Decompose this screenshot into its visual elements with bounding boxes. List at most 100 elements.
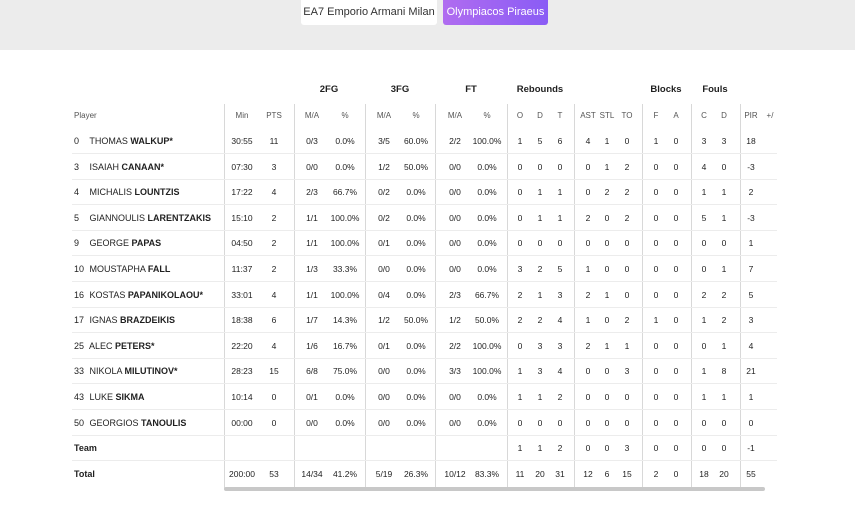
player-name[interactable]: 50 GEORGIOS TANOULIS [74, 411, 186, 436]
stat-cell: 0 [604, 366, 610, 376]
column-header[interactable]: F [653, 111, 659, 120]
column-header[interactable]: PTS [266, 111, 282, 120]
jersey-number: 0 [74, 136, 80, 146]
stat-cell: 20 [535, 469, 545, 479]
table-row: 33 NIKOLA MILUTINOV* 28:23 15 6/8 75.0% 0/0 0.… [72, 359, 777, 384]
column-header[interactable]: AST [580, 111, 596, 120]
stat-cell: 0 [673, 290, 679, 300]
stat-cell: 0.0% [406, 366, 426, 376]
group-header: Blocks [650, 84, 682, 95]
stat-cell: 18:38 [231, 315, 253, 325]
column-header[interactable]: STL [599, 111, 615, 120]
stat-cell: 0 [653, 213, 659, 223]
stat-cell: 0 [653, 290, 659, 300]
player-name[interactable]: 5 GIANNOULIS LARENTZAKIS [74, 206, 211, 231]
stat-cell: 2 [271, 264, 277, 274]
last-name: PAPAS [131, 238, 162, 248]
tab-away-team[interactable]: Olympiacos Piraeus [443, 0, 548, 25]
player-name[interactable]: 25 ALEC PETERS* [74, 334, 155, 359]
stat-cell: 0 [701, 443, 707, 453]
stat-cell: 66.7% [474, 290, 500, 300]
stat-cell: 5/19 [375, 469, 393, 479]
stat-cell: 2/2 [449, 341, 461, 351]
stat-cell: 0 [721, 238, 727, 248]
player-name[interactable]: 17 IGNAS BRAZDEIKIS [74, 308, 175, 333]
stat-cell: 10:14 [231, 392, 253, 402]
column-header[interactable]: M/A [447, 111, 463, 120]
column-header[interactable]: +/ [766, 111, 774, 120]
stat-cell: 8 [721, 366, 727, 376]
stat-cell: 1 [701, 315, 707, 325]
stat-cell: -3 [747, 213, 755, 223]
column-header[interactable]: D [721, 111, 727, 120]
stat-cell: 0/0 [449, 392, 461, 402]
total-label: Total [74, 469, 95, 479]
column-header[interactable]: Min [235, 111, 249, 120]
stat-cell: 100.0% [330, 238, 360, 248]
column-header[interactable]: M/A [376, 111, 392, 120]
stat-cell: 0 [673, 136, 679, 146]
stat-cell: 0/0 [449, 162, 461, 172]
column-header[interactable]: TO [621, 111, 633, 120]
column-header[interactable]: A [673, 111, 679, 120]
jersey-number: 17 [74, 315, 85, 325]
stat-cell: 2 [537, 315, 543, 325]
stat-cell: 75.0% [332, 366, 358, 376]
column-header[interactable]: % [412, 111, 420, 120]
player-name[interactable]: 0 THOMAS WALKUP* [74, 129, 173, 154]
column-header[interactable]: M/A [304, 111, 320, 120]
group-header: 2FG [319, 84, 339, 95]
stat-cell: 2 [517, 290, 523, 300]
player-name[interactable]: 10 MOUSTAPHA FALL [74, 257, 170, 282]
stat-cell: 0.0% [477, 238, 497, 248]
player-name[interactable]: 16 KOSTAS PAPANIKOLAOU* [74, 283, 203, 308]
player-name[interactable]: 43 LUKE SIKMA [74, 385, 145, 410]
stat-cell: 83.3% [474, 469, 500, 479]
stat-cell: 0 [604, 443, 610, 453]
player-name[interactable]: 33 NIKOLA MILUTINOV* [74, 359, 178, 384]
stat-cell: 00:00 [231, 418, 253, 428]
stat-cell: 0 [585, 187, 591, 197]
player-name[interactable]: 3 ISAIAH CANAAN* [74, 155, 164, 180]
horizontal-scrollbar[interactable] [224, 487, 765, 491]
column-header[interactable]: O [516, 111, 524, 120]
column-header[interactable]: D [537, 111, 543, 120]
stat-cell: 2 [517, 315, 523, 325]
table-row: Team 1 1 2 0 0 3 0 0 0 0 -1 [72, 436, 777, 461]
stat-cell: 0 [537, 162, 543, 172]
stat-cell: 0 [604, 264, 610, 274]
first-name: GEORGIOS [87, 418, 142, 428]
jersey-number: 4 [74, 187, 80, 197]
column-header[interactable]: % [483, 111, 491, 120]
stat-cell: 0 [673, 187, 679, 197]
tab-home-team[interactable]: EA7 Emporio Armani Milan [301, 0, 437, 25]
player-name[interactable]: 9 GEORGE PAPAS [74, 231, 161, 256]
stat-cell: 0 [653, 162, 659, 172]
column-header[interactable]: T [557, 111, 563, 120]
stat-cell: 17:22 [231, 187, 253, 197]
stat-cell: 4 [557, 366, 563, 376]
stat-cell: 0 [604, 418, 610, 428]
stat-cell: 0 [604, 392, 610, 402]
stat-cell: 1 [557, 187, 563, 197]
column-divider [435, 104, 436, 488]
stat-cell: 1/3 [306, 264, 318, 274]
column-header[interactable]: C [701, 111, 707, 120]
stat-cell: 0 [673, 366, 679, 376]
stat-cell: 0 [673, 469, 679, 479]
stat-cell: 1 [604, 290, 610, 300]
column-header[interactable]: % [341, 111, 349, 120]
stat-cell: 1/2 [378, 315, 390, 325]
player-name[interactable]: 4 MICHALIS LOUNTZIS [74, 180, 180, 205]
stat-cell: 22:20 [231, 341, 253, 351]
last-name: LARENTZAKIS [147, 213, 212, 223]
last-name: TANOULIS [141, 418, 187, 428]
stat-cell: 0.0% [406, 418, 426, 428]
jersey-number: 16 [74, 290, 85, 300]
stat-cell: 1 [604, 341, 610, 351]
stat-cell: 0 [653, 392, 659, 402]
stat-cell: 3 [624, 366, 630, 376]
stat-cell: 0 [604, 238, 610, 248]
column-header[interactable]: PIR [744, 111, 758, 120]
stat-cell: 0 [653, 341, 659, 351]
